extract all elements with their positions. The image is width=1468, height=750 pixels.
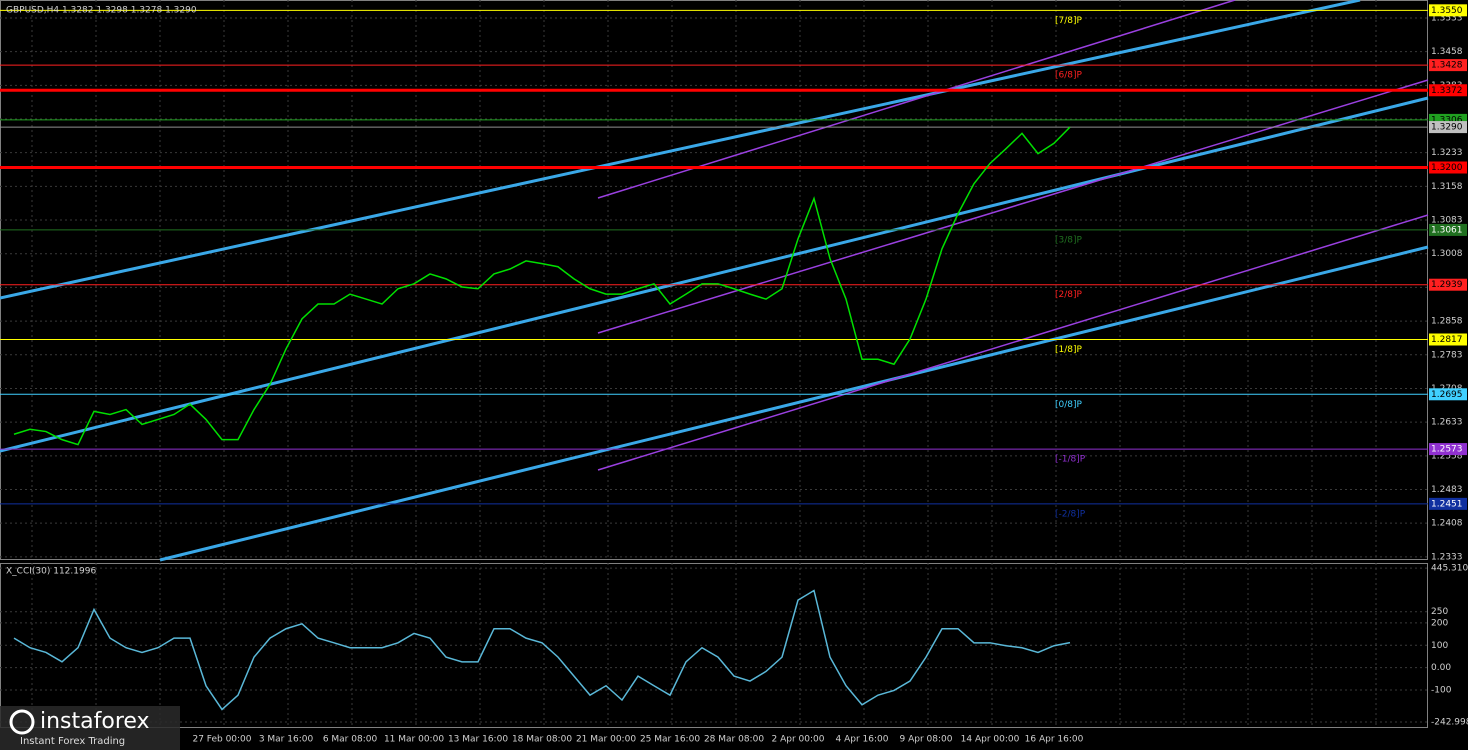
level-box — [1429, 388, 1467, 401]
y-tick-label: 1.2858 — [1431, 317, 1463, 327]
logo-slogan: Instant Forex Trading — [20, 736, 125, 747]
level-label: 1.3061 — [1431, 225, 1463, 235]
level-tag: [1/8]P — [1055, 345, 1083, 355]
level-label: 1.2939 — [1431, 280, 1463, 290]
x-tick-label: 25 Mar 16:00 — [640, 735, 700, 745]
channel-line — [597, 0, 1236, 199]
level-box — [1429, 223, 1467, 236]
x-tick-label: 14 Apr 00:00 — [961, 735, 1020, 745]
y-tick-label: 0.00 — [1431, 663, 1451, 673]
main-panel — [0, 0, 1428, 560]
x-tick-label: 4 Apr 16:00 — [836, 735, 889, 745]
data — [0, 9, 1428, 711]
y-tick-label: 1.3233 — [1431, 148, 1463, 158]
y-tick-label: -100 — [1431, 685, 1452, 695]
level-box — [1429, 443, 1467, 456]
level-tag: [7/8]P — [1055, 16, 1083, 26]
price-line — [13, 589, 1071, 711]
x-tick-label: 2 Apr 00:00 — [772, 735, 825, 745]
price-line — [13, 126, 1071, 446]
y-tick-label: 1.2333 — [1431, 552, 1463, 562]
grid — [0, 0, 1428, 728]
level-tag: [0/8]P — [1055, 400, 1083, 410]
channel-line — [159, 245, 1429, 562]
channel-line — [0, 0, 1361, 300]
x-tick-label: 16 Apr 16:00 — [1025, 735, 1084, 745]
y-tick-label: 200 — [1431, 618, 1448, 628]
channel-line — [0, 96, 1429, 453]
y-tick-label: -242.9982 — [1431, 717, 1468, 727]
level-label: 1.3550 — [1431, 6, 1463, 16]
level-box — [1429, 278, 1467, 291]
y-tick-label: 1.2558 — [1431, 451, 1463, 461]
level-label: 1.3200 — [1431, 163, 1463, 173]
channel-line — [597, 79, 1429, 334]
level-box — [1429, 333, 1467, 346]
y-tick-label: 1.3533 — [1431, 13, 1463, 23]
x-tick-label: 3 Mar 16:00 — [259, 735, 314, 745]
x-tick-label: 21 Mar 00:00 — [576, 735, 636, 745]
x-tick-label: 18 Mar 08:00 — [512, 735, 572, 745]
x-tick-label: 27 Feb 00:00 — [192, 735, 251, 745]
y-tick-label: 445.3108 — [1431, 564, 1468, 574]
level-tag: [3/8]P — [1055, 235, 1083, 245]
logo-brand: instaforex — [40, 709, 150, 734]
last-price-box — [1429, 121, 1467, 134]
x-tick-label: 6 Mar 08:00 — [323, 735, 378, 745]
level-tag: [2/8]P — [1055, 290, 1083, 300]
cci-panel — [0, 563, 1428, 728]
logo-icon — [9, 709, 35, 735]
x-tick-label: 28 Mar 08:00 — [704, 735, 764, 745]
level-label: 1.2817 — [1431, 335, 1463, 345]
level-box — [1429, 84, 1467, 97]
level-tag: [-2/8]P — [1055, 509, 1086, 519]
x-tick-label: 11 Mar 00:00 — [384, 735, 444, 745]
y-tick-label: 1.2408 — [1431, 519, 1463, 529]
y-tick-label: 1.2783 — [1431, 350, 1463, 360]
level-box — [1429, 497, 1467, 510]
x-tick-label: 9 Apr 08:00 — [900, 735, 953, 745]
level-label: 1.3372 — [1431, 86, 1463, 96]
level-label: 1.3428 — [1431, 61, 1463, 71]
y-tick-label: 100 — [1431, 641, 1448, 651]
last-price-label: 1.3290 — [1431, 123, 1463, 133]
level-label: 1.2451 — [1431, 499, 1463, 509]
chart-title: GBPUSD,H4 1.3282 1.3298 1.3278 1.3290 — [6, 6, 197, 16]
indicator-title: X_CCI(30) 112.1996 — [6, 567, 96, 577]
level-label: 1.2573 — [1431, 445, 1463, 455]
y-tick-label: 1.2633 — [1431, 418, 1463, 428]
y-tick-label: 1.2483 — [1431, 485, 1463, 495]
y-tick-label: 1.3008 — [1431, 249, 1463, 259]
level-label: 1.2695 — [1431, 390, 1463, 400]
y-tick-label: 1.3458 — [1431, 47, 1463, 57]
level-box — [1429, 161, 1467, 174]
watermark: instaforex Instant Forex Trading — [0, 706, 180, 750]
level-label: 1.3306 — [1431, 115, 1463, 125]
y-tick-label: 1.3158 — [1431, 182, 1463, 192]
level-tag: [6/8]P — [1055, 71, 1083, 81]
level-box — [1429, 4, 1467, 17]
level-tag: [-1/8]P — [1055, 455, 1086, 465]
level-box — [1429, 59, 1467, 72]
trend-lines — [0, 0, 1429, 562]
x-tick-label: 13 Mar 16:00 — [448, 735, 508, 745]
y-tick-label: 250 — [1431, 607, 1448, 617]
y-tick-label: 1.3083 — [1431, 216, 1463, 226]
channel-line — [597, 214, 1429, 471]
